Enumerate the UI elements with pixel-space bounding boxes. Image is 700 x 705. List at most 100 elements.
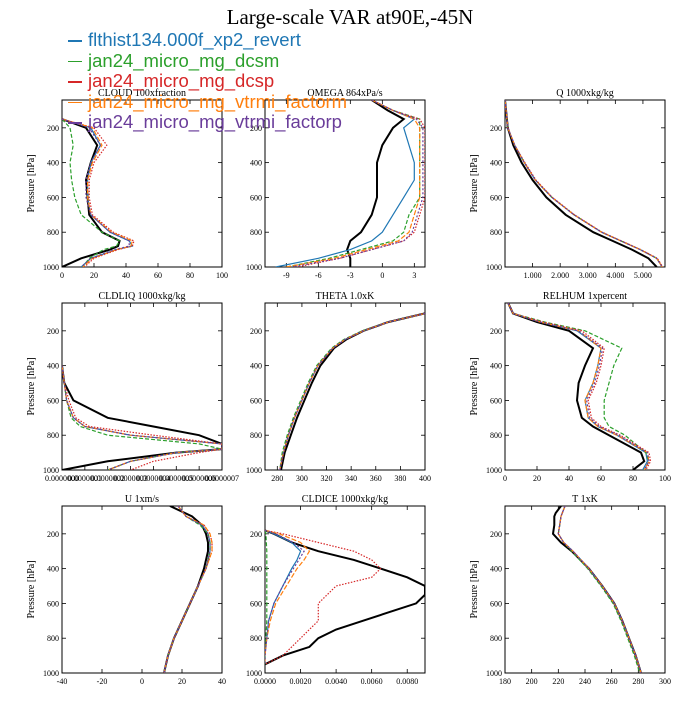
x-tick-label: 300: [296, 474, 308, 483]
legend-swatch: [68, 81, 82, 83]
x-tick-label: 260: [606, 677, 618, 686]
series-line: [505, 100, 663, 267]
series-line: [507, 303, 646, 470]
y-tick-label: 400: [490, 565, 502, 574]
y-tick-label: 400: [250, 362, 262, 371]
series-line: [62, 365, 222, 470]
x-tick-label: 3: [412, 271, 416, 280]
series-line: [507, 303, 650, 470]
x-tick-label: 240: [579, 677, 591, 686]
y-tick-label: 600: [250, 599, 262, 608]
series-line: [286, 100, 421, 267]
x-tick-label: 2.000: [551, 271, 569, 280]
x-tick-label: 40: [565, 474, 573, 483]
series-line: [62, 118, 130, 267]
legend-entry: jan24_micro_mg_dcsp: [68, 70, 347, 92]
legend: flthist134.000f_xp2_revert jan24_micro_mg…: [68, 29, 348, 133]
legend-swatch: [68, 40, 82, 42]
y-tick-label: 600: [490, 599, 502, 608]
legend-label: jan24_micro_mg_vtrmi_factorp: [88, 111, 342, 132]
y-tick-label: 600: [47, 396, 59, 405]
x-tick-label: 0: [380, 271, 384, 280]
x-tick-label: 80: [629, 474, 637, 483]
panel-title: U 1xm/s: [125, 494, 159, 505]
y-axis-label: Pressure [hPa]: [26, 560, 37, 618]
x-tick-label: -20: [97, 677, 108, 686]
plot-frame: [264, 505, 426, 674]
y-tick-label: 400: [250, 565, 262, 574]
y-tick-label: 600: [250, 396, 262, 405]
legend-label: flthist134.000f_xp2_revert: [88, 29, 301, 50]
x-tick-label: 380: [394, 474, 406, 483]
x-tick-label: 360: [370, 474, 382, 483]
y-tick-label: 800: [250, 228, 262, 237]
series-line: [265, 529, 302, 665]
y-tick-label: 1000: [43, 263, 59, 272]
plot-frame: [504, 302, 666, 471]
x-tick-label: 0.0000004: [136, 474, 170, 483]
x-tick-label: -40: [57, 677, 68, 686]
plot-frame: [61, 302, 223, 471]
series-line: [346, 100, 406, 267]
legend-swatch: [68, 101, 82, 104]
y-axis-label: Pressure [hPa]: [26, 154, 37, 212]
series-group: [275, 100, 425, 267]
x-tick-label: 20: [178, 677, 186, 686]
series-line: [505, 100, 658, 267]
x-tick-label: 40: [218, 677, 226, 686]
y-tick-label: 1000: [246, 263, 262, 272]
y-tick-label: 200: [47, 327, 59, 336]
legend-label: jan24_micro_mg_dcsm: [88, 49, 280, 71]
panel-title: OMEGA 864xPa/s: [307, 88, 382, 99]
series-line: [62, 365, 222, 470]
series-line: [62, 365, 222, 470]
x-tick-label: 5.000: [634, 271, 652, 280]
x-tick-label: 180: [499, 677, 511, 686]
x-tick-label: 0.0000006: [182, 474, 216, 483]
plot-frame: [504, 505, 666, 674]
series-group: [507, 303, 652, 470]
x-tick-label: 280: [632, 677, 644, 686]
y-axis-label: Pressure [hPa]: [26, 357, 37, 415]
x-tick-label: 0.0040: [325, 677, 347, 686]
series-line: [265, 529, 311, 665]
x-tick-label: 0: [140, 677, 144, 686]
series-line: [291, 100, 424, 267]
legend-label: jan24_micro_mg_vtrmi_factorm: [88, 90, 348, 112]
x-tick-label: 0.0000001: [68, 474, 102, 483]
y-tick-label: 600: [47, 193, 59, 202]
y-tick-label: 200: [250, 327, 262, 336]
series-line: [557, 506, 642, 673]
panel-title: RELHUM 1xpercent: [543, 291, 627, 302]
x-tick-label: 0: [503, 474, 507, 483]
y-tick-label: 800: [250, 431, 262, 440]
x-tick-label: 0.0000007: [205, 474, 239, 483]
y-tick-label: 800: [47, 634, 59, 643]
x-tick-label: 100: [659, 474, 671, 483]
y-tick-label: 400: [47, 159, 59, 168]
series-line: [507, 303, 652, 470]
y-tick-label: 200: [490, 530, 502, 539]
y-tick-label: 1000: [486, 669, 502, 678]
series-line: [286, 100, 421, 267]
x-tick-label: 20: [533, 474, 541, 483]
y-tick-label: 200: [490, 327, 502, 336]
x-tick-label: 0.0000000: [45, 474, 79, 483]
panel-title: T 1xK: [572, 494, 598, 505]
series-group: [505, 100, 664, 267]
series-line: [265, 529, 382, 665]
y-tick-label: 1000: [246, 466, 262, 475]
y-tick-label: 800: [47, 228, 59, 237]
series-group: [163, 506, 213, 673]
series-line: [62, 365, 222, 470]
panel-title: Q 1000xkg/kg: [556, 88, 614, 99]
panel-title: CLDLIQ 1000xkg/kg: [99, 291, 186, 302]
series-line: [557, 506, 642, 673]
x-tick-label: 3.000: [579, 271, 597, 280]
y-tick-label: 400: [490, 159, 502, 168]
x-tick-label: -3: [347, 271, 354, 280]
figure-title: Large-scale VAR at90E,-45N: [226, 5, 474, 29]
x-tick-label: 0.0000005: [159, 474, 193, 483]
series-line: [275, 100, 416, 267]
